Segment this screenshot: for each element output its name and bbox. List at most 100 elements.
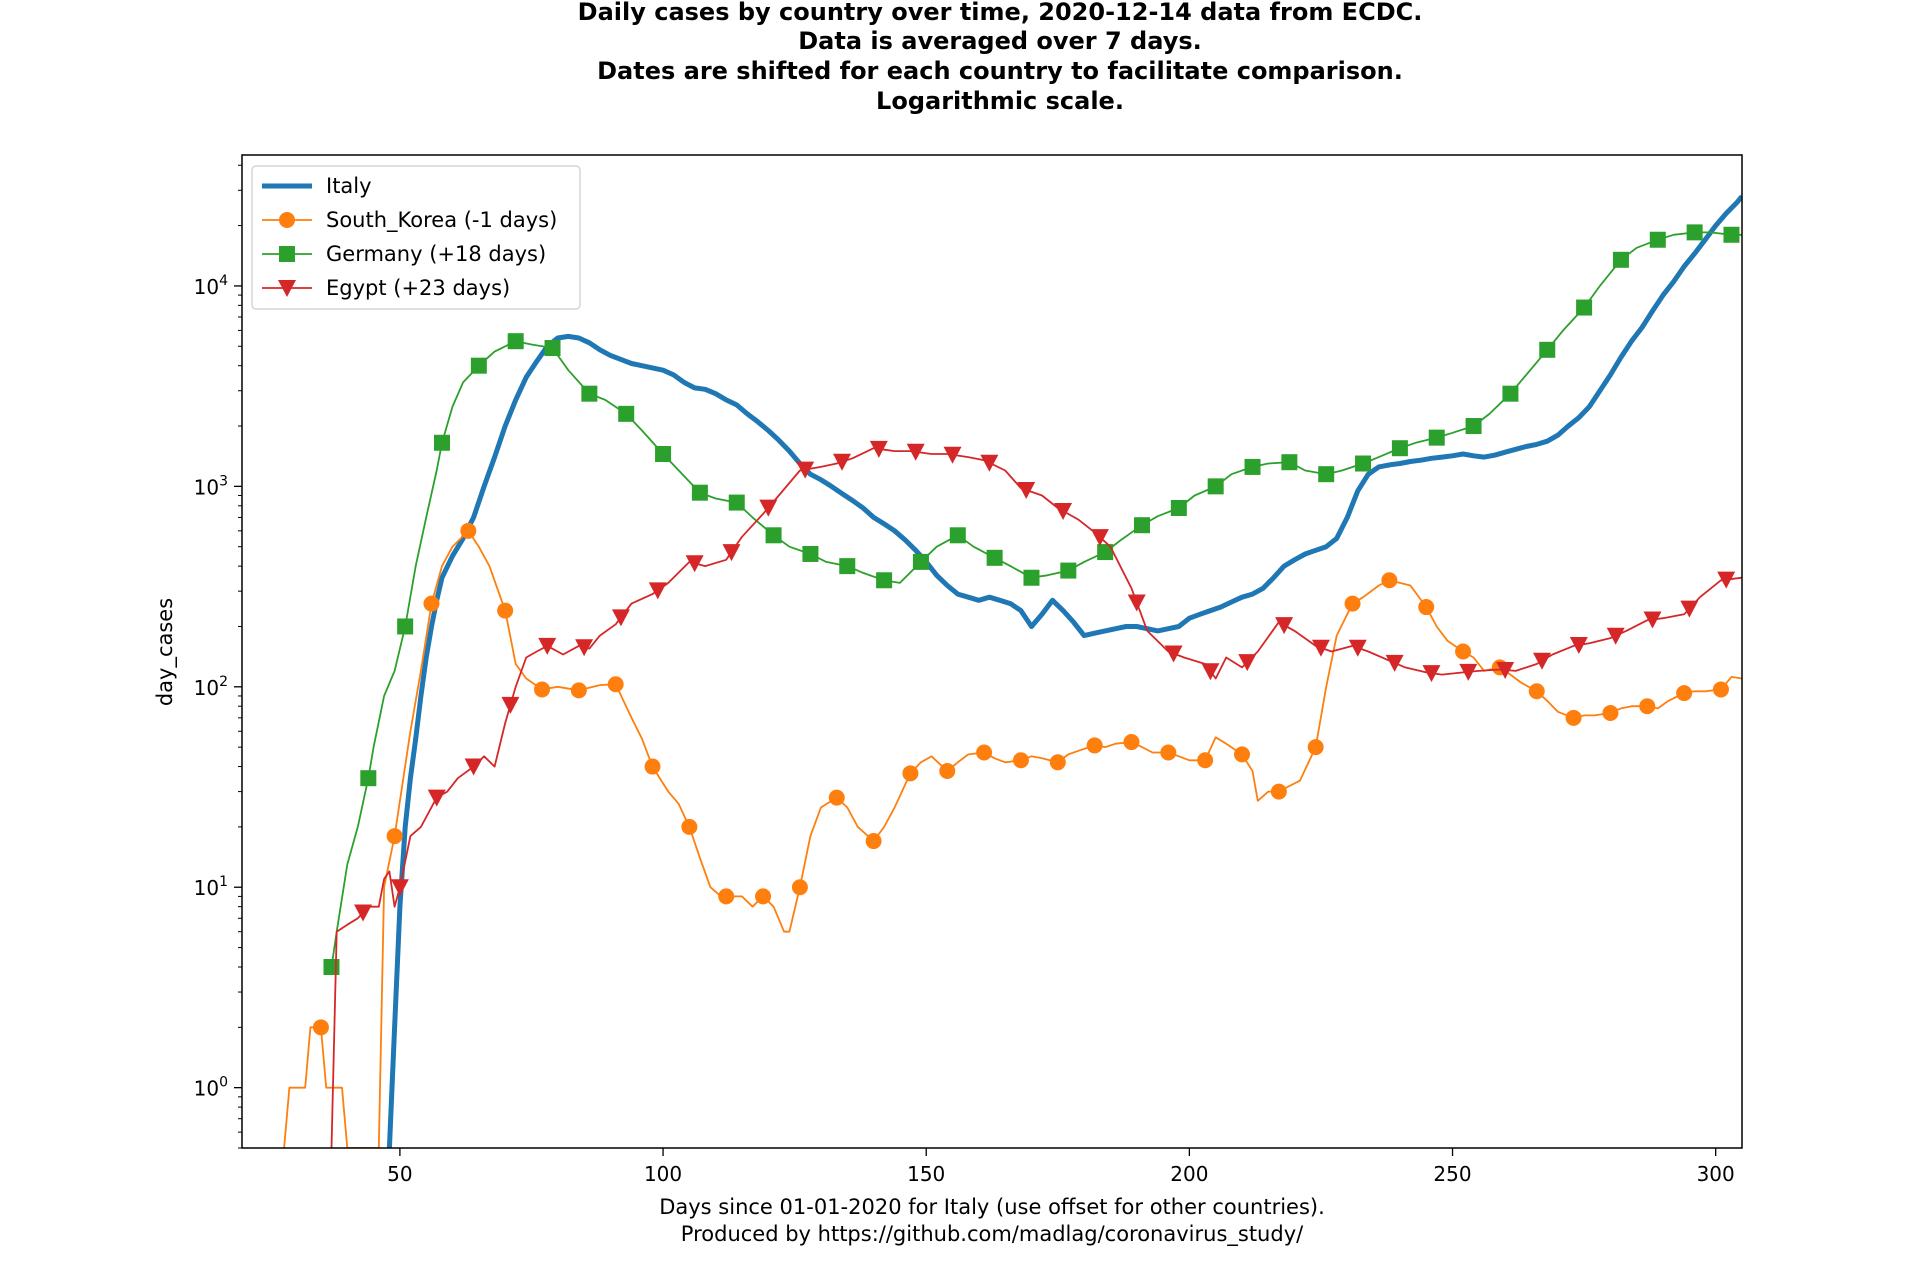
- data-point: [1207, 478, 1224, 495]
- data-point: [1528, 683, 1545, 700]
- legend-marker: [278, 280, 296, 297]
- data-point: [791, 879, 808, 896]
- data-point: [1017, 481, 1036, 499]
- data-point: [1686, 224, 1703, 241]
- data-point: [460, 522, 477, 539]
- series-1: [283, 522, 1742, 1148]
- data-point: [570, 682, 587, 699]
- data-point: [607, 676, 624, 693]
- data-point: [691, 484, 708, 501]
- series-line: [330, 231, 1742, 968]
- data-point: [1344, 595, 1361, 612]
- data-point: [1348, 639, 1367, 657]
- data-point: [1459, 663, 1478, 681]
- data-point: [681, 818, 698, 835]
- data-point: [618, 405, 635, 422]
- x-axis-label-line-2: Produced by https://github.com/madlag/co…: [681, 1222, 1304, 1247]
- data-point: [648, 582, 667, 600]
- data-point: [1391, 440, 1408, 457]
- data-point: [1012, 752, 1029, 769]
- data-point: [728, 494, 745, 511]
- x-tick-label: 200: [1170, 1162, 1208, 1186]
- data-point: [1496, 661, 1515, 679]
- data-point: [1612, 251, 1629, 268]
- y-axis-label: day_cases: [153, 598, 178, 706]
- data-point: [828, 789, 845, 806]
- plot-area: [283, 194, 1742, 1148]
- data-point: [1723, 226, 1740, 243]
- data-point: [949, 527, 966, 544]
- data-point: [386, 828, 403, 845]
- data-point: [1307, 739, 1324, 756]
- legend-entry: Italy: [262, 174, 372, 198]
- data-point: [765, 527, 782, 544]
- data-point: [1606, 627, 1625, 645]
- data-point: [1318, 466, 1335, 483]
- data-point: [1565, 709, 1582, 726]
- data-point: [986, 549, 1003, 566]
- data-point: [390, 879, 409, 897]
- y-tick-label: 104: [194, 273, 228, 299]
- data-point: [1170, 499, 1187, 516]
- series-line: [283, 529, 1742, 1148]
- data-point: [470, 357, 487, 374]
- y-tick-label: 101: [194, 874, 228, 900]
- data-point: [865, 833, 882, 850]
- data-point: [397, 618, 414, 635]
- data-point: [427, 789, 446, 807]
- data-point: [802, 545, 819, 562]
- data-point: [1097, 544, 1114, 561]
- x-axis: 50 100 150 200 250 300: [387, 1148, 1735, 1186]
- data-point: [1680, 600, 1699, 618]
- data-point: [644, 758, 661, 775]
- data-point: [1311, 639, 1330, 657]
- data-point: [497, 602, 514, 619]
- data-point: [655, 446, 672, 463]
- plot-frame: [241, 154, 1743, 1149]
- data-point: [722, 544, 741, 562]
- data-point: [323, 958, 340, 975]
- legend: Italy South_Korea (-1 days) Germany (+18 d…: [251, 165, 581, 310]
- data-point: [360, 770, 377, 787]
- data-point: [1455, 643, 1472, 660]
- data-point: [1428, 429, 1445, 446]
- data-point: [1201, 663, 1220, 681]
- data-point: [1569, 636, 1588, 654]
- chart-title-line-1: Daily cases by country over time, 2020-1…: [578, 0, 1423, 26]
- data-point: [1054, 502, 1073, 520]
- data-point: [943, 446, 962, 464]
- data-point: [1533, 652, 1551, 670]
- data-point: [839, 558, 856, 575]
- data-point: [755, 888, 772, 905]
- data-point: [1465, 418, 1482, 435]
- chart-title-line-3: Dates are shifted for each country to fa…: [597, 57, 1403, 85]
- y-tick-label: 102: [194, 674, 228, 700]
- legend-entry: Egypt (+23 days): [262, 276, 510, 300]
- data-point: [464, 758, 483, 776]
- data-point: [1717, 571, 1736, 589]
- data-point: [1270, 783, 1287, 800]
- data-point: [1023, 569, 1040, 586]
- data-point: [1381, 572, 1398, 589]
- chart-title-line-2: Data is averaged over 7 days.: [798, 27, 1202, 55]
- data-point: [1576, 299, 1593, 316]
- data-point: [501, 696, 520, 714]
- legend-marker: [279, 212, 295, 228]
- data-point: [1676, 685, 1693, 702]
- legend-label: South_Korea (-1 days): [326, 208, 557, 233]
- data-point: [1712, 681, 1729, 698]
- data-point: [912, 553, 929, 570]
- data-point: [1060, 562, 1077, 579]
- data-point: [1160, 744, 1177, 761]
- data-point: [1355, 455, 1372, 472]
- data-point: [1238, 654, 1257, 672]
- data-point: [876, 572, 893, 589]
- data-point: [685, 555, 704, 573]
- chart-title: Daily cases by country over time, 2020-1…: [578, 0, 1423, 115]
- data-point: [354, 904, 373, 922]
- x-tick-label: 150: [907, 1162, 945, 1186]
- data-point: [434, 434, 450, 451]
- x-axis-label-line-1: Days since 01-01-2020 for Italy (use off…: [659, 1195, 1325, 1219]
- data-point: [1385, 654, 1404, 672]
- data-point: [1602, 705, 1619, 722]
